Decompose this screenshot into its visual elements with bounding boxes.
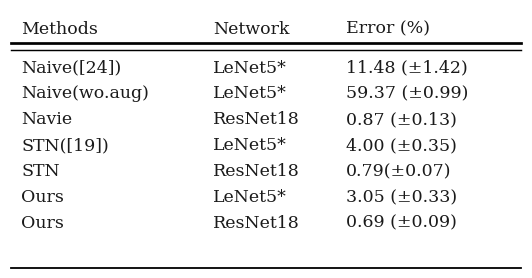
Text: 0.69 (±0.09): 0.69 (±0.09) — [346, 215, 456, 232]
Text: ResNet18: ResNet18 — [213, 163, 300, 180]
Text: ResNet18: ResNet18 — [213, 215, 300, 232]
Text: 11.48 (±1.42): 11.48 (±1.42) — [346, 59, 468, 77]
Text: 0.79(±0.07): 0.79(±0.07) — [346, 163, 451, 180]
Text: 4.00 (±0.35): 4.00 (±0.35) — [346, 137, 456, 154]
Text: Error (%): Error (%) — [346, 21, 430, 38]
Text: LeNet5*: LeNet5* — [213, 59, 287, 77]
Text: STN: STN — [21, 163, 60, 180]
Text: Navie: Navie — [21, 111, 72, 128]
Text: 0.87 (±0.13): 0.87 (±0.13) — [346, 111, 456, 128]
Text: LeNet5*: LeNet5* — [213, 189, 287, 206]
Text: Ours: Ours — [21, 215, 64, 232]
Text: Naive(wo.aug): Naive(wo.aug) — [21, 85, 149, 103]
Text: ResNet18: ResNet18 — [213, 111, 300, 128]
Text: Network: Network — [213, 21, 289, 38]
Text: 59.37 (±0.99): 59.37 (±0.99) — [346, 85, 468, 103]
Text: LeNet5*: LeNet5* — [213, 137, 287, 154]
Text: 3.05 (±0.33): 3.05 (±0.33) — [346, 189, 457, 206]
Text: STN([19]): STN([19]) — [21, 137, 109, 154]
Text: Methods: Methods — [21, 21, 98, 38]
Text: Naive([24]): Naive([24]) — [21, 59, 121, 77]
Text: LeNet5*: LeNet5* — [213, 85, 287, 103]
Text: Ours: Ours — [21, 189, 64, 206]
